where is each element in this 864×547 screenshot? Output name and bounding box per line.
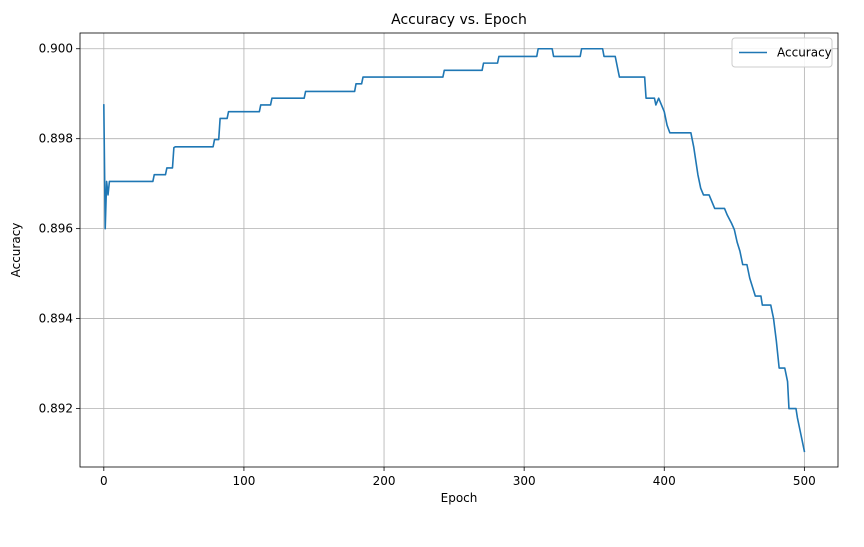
chart-title: Accuracy vs. Epoch <box>391 12 527 28</box>
x-tick-label: 200 <box>373 474 396 488</box>
legend-label-accuracy: Accuracy <box>777 46 832 60</box>
y-tick-label: 0.900 <box>39 42 73 56</box>
x-tick-label: 400 <box>653 474 676 488</box>
y-tick-label: 0.898 <box>39 132 73 146</box>
y-tick-label: 0.892 <box>39 402 73 416</box>
y-axis: 0.892 0.894 0.896 0.898 0.900 <box>39 42 80 416</box>
y-tick-label: 0.894 <box>39 312 73 326</box>
x-axis-label: Epoch <box>441 491 478 505</box>
axes-frame <box>79 32 839 468</box>
legend: Accuracy <box>731 37 833 68</box>
y-axis-label: Accuracy <box>9 223 23 278</box>
x-tick-label: 0 <box>100 474 108 488</box>
x-tick-label: 100 <box>232 474 255 488</box>
legend-box <box>731 37 833 68</box>
plot-area <box>103 47 806 453</box>
x-tick-label: 500 <box>793 474 816 488</box>
x-tick-label: 300 <box>513 474 536 488</box>
series-line-accuracy <box>103 47 806 453</box>
grid <box>80 33 838 467</box>
y-tick-label: 0.896 <box>39 222 73 236</box>
x-axis: 0 100 200 300 400 500 <box>100 467 816 488</box>
